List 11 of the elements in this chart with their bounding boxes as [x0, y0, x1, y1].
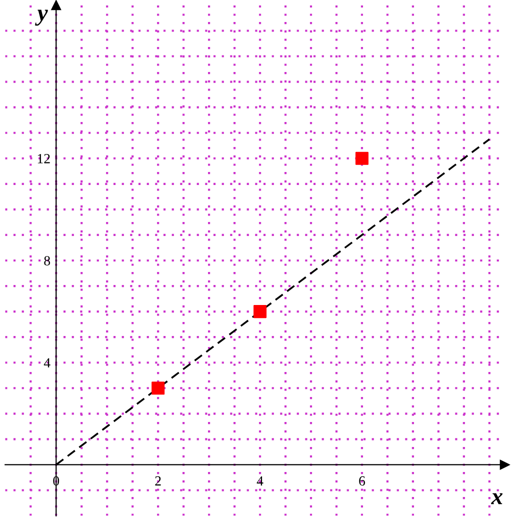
y-tick-label: 4 — [44, 358, 50, 368]
point — [254, 305, 267, 318]
x-tick-label: 4 — [256, 476, 264, 486]
point — [152, 382, 165, 395]
x-axis-title: x — [491, 493, 503, 504]
y-tick-label: 8 — [44, 256, 50, 266]
point — [355, 152, 368, 165]
x-tick-label: 6 — [359, 476, 366, 486]
y-tick-label: 12 — [38, 154, 50, 164]
y-axis-title: y — [35, 10, 48, 26]
x-tick-label: 2 — [155, 476, 161, 486]
